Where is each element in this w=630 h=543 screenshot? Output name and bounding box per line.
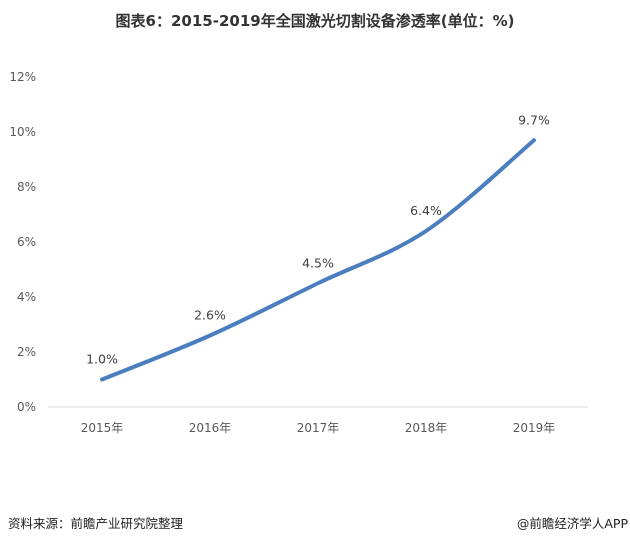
y-tick-label: 6% xyxy=(17,235,36,249)
y-tick-label: 8% xyxy=(17,180,36,194)
credit-note: @前瞻经济学人APP xyxy=(516,516,628,531)
x-tick-label: 2016年 xyxy=(189,421,232,435)
x-tick-label: 2018年 xyxy=(405,421,448,435)
chart-title: 图表6：2015-2019年全国激光切割设备渗透率(单位：%) xyxy=(115,12,515,30)
y-tick-label: 10% xyxy=(9,125,36,139)
x-tick-label: 2017年 xyxy=(297,421,340,435)
x-tick-label: 2015年 xyxy=(81,421,124,435)
data-label: 2.6% xyxy=(194,308,226,323)
line-chart: 0% 2% 4% 6% 8% 10% 12% 2015年 2016年 2017年 2018年 2019… xyxy=(9,70,588,435)
y-tick-label: 0% xyxy=(17,400,36,414)
source-note: 资料来源：前瞻产业研究院整理 xyxy=(8,516,184,531)
y-tick-label: 12% xyxy=(9,70,36,84)
x-tick-label: 2019年 xyxy=(513,421,556,435)
y-tick-label: 2% xyxy=(17,345,36,359)
data-label: 4.5% xyxy=(302,255,334,270)
data-label: 6.4% xyxy=(410,203,442,218)
y-tick-label: 4% xyxy=(17,290,36,304)
data-label: 1.0% xyxy=(86,352,118,367)
data-label: 9.7% xyxy=(518,112,550,127)
